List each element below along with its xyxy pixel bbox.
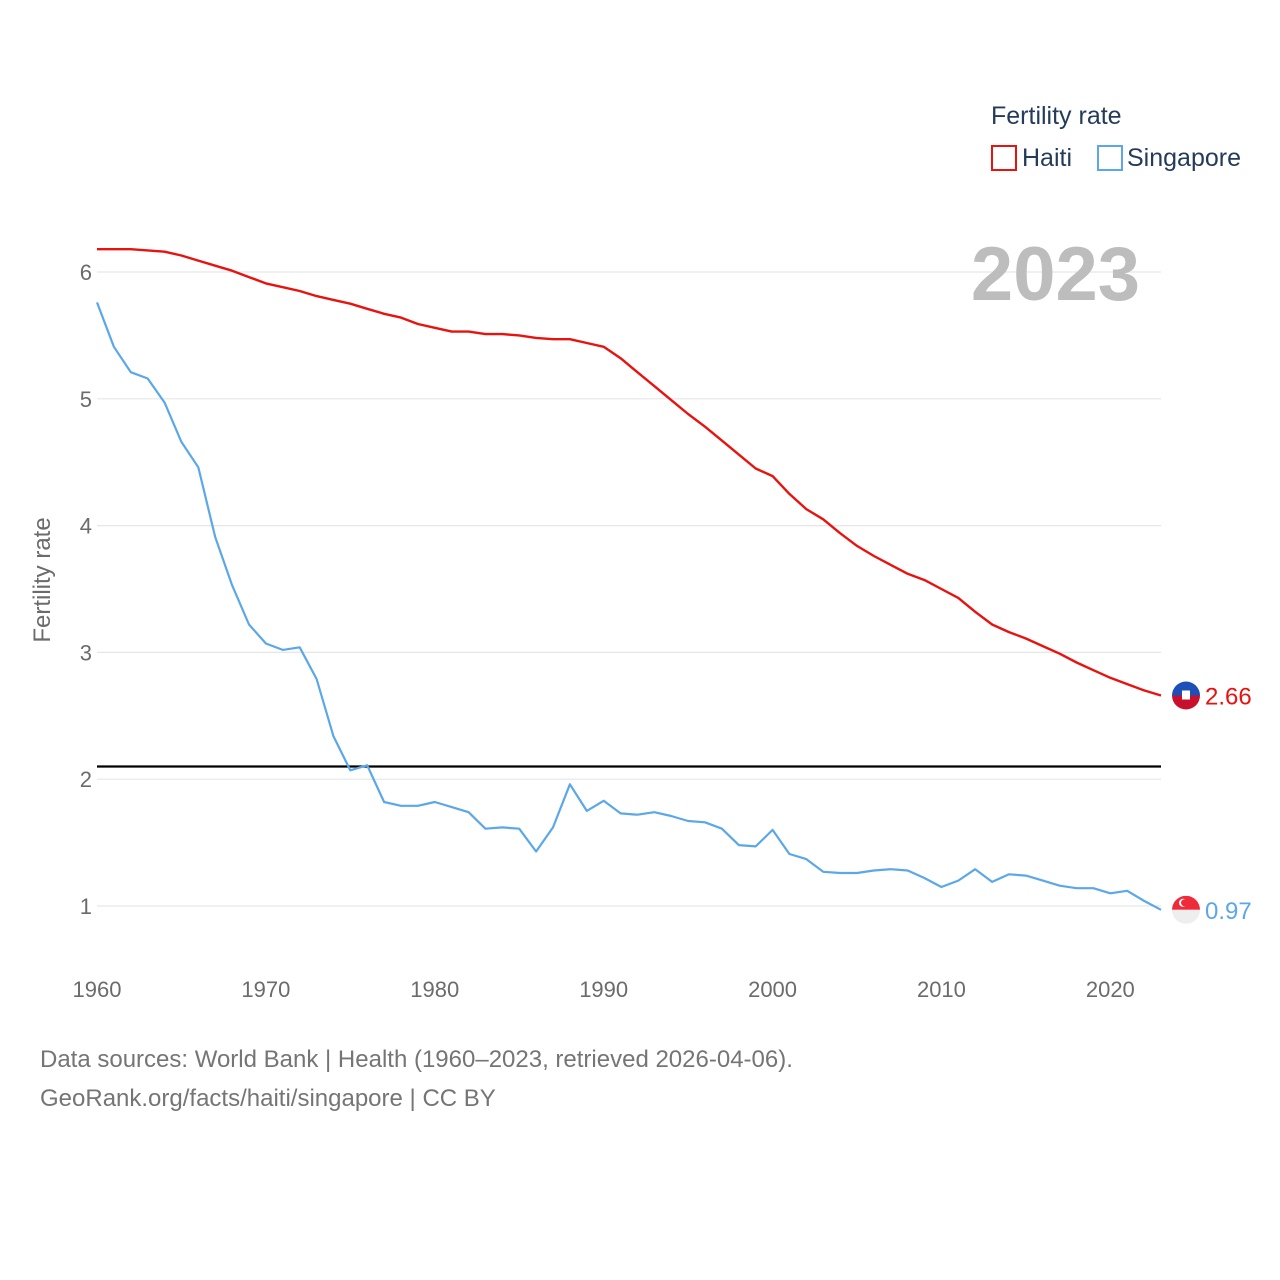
- y-tick-label: 5: [80, 387, 92, 412]
- singapore-flag-icon: [1172, 895, 1200, 924]
- y-tick-label: 3: [80, 640, 92, 665]
- x-tick-label: 1960: [73, 977, 122, 1002]
- y-tick-label: 4: [80, 514, 92, 539]
- y-axis-label: Fertility rate: [29, 517, 56, 642]
- footer-credit[interactable]: GeoRank.org/facts/haiti/singapore | CC B…: [40, 1085, 496, 1112]
- end-label-haiti: 2.66: [1205, 684, 1252, 711]
- x-tick-label: 2020: [1086, 977, 1135, 1002]
- year-watermark: 2023: [971, 232, 1140, 317]
- footer-sources: Data sources: World Bank | Health (1960–…: [40, 1046, 793, 1073]
- x-tick-label: 2010: [917, 977, 966, 1002]
- legend: Fertility rate Haiti Singapore: [991, 102, 1241, 172]
- y-tick-label: 2: [80, 767, 92, 792]
- x-tick-label: 1990: [579, 977, 628, 1002]
- end-label-singapore: 0.97: [1205, 898, 1252, 925]
- haiti-flag-icon: [1172, 681, 1200, 710]
- legend-label-singapore[interactable]: Singapore: [1127, 144, 1241, 172]
- series-line-singapore: [95, 302, 1162, 911]
- y-tick-label: 6: [80, 260, 92, 285]
- legend-swatch-haiti[interactable]: [991, 145, 1017, 171]
- x-tick-label: 1970: [241, 977, 290, 1002]
- x-axis-ticks: 1960 1970 1980 1990 2000 2010 2020: [73, 977, 1135, 1002]
- y-tick-label: 1: [80, 894, 92, 919]
- legend-swatch-singapore[interactable]: [1097, 145, 1123, 171]
- legend-label-haiti[interactable]: Haiti: [1022, 144, 1072, 172]
- series-line-haiti: [97, 248, 1162, 697]
- x-tick-label: 2000: [748, 977, 797, 1002]
- fertility-chart: 1 2 3 4 5 6 1960 1970 1980 1990 2000 2010 2020 Fert…: [29, 102, 1252, 1002]
- x-tick-label: 1980: [410, 977, 459, 1002]
- footer: Data sources: World Bank | Health (1960–…: [40, 1040, 793, 1118]
- legend-title: Fertility rate: [991, 102, 1122, 130]
- grid-lines: [97, 271, 1161, 907]
- y-axis-ticks: 1 2 3 4 5 6: [80, 260, 92, 919]
